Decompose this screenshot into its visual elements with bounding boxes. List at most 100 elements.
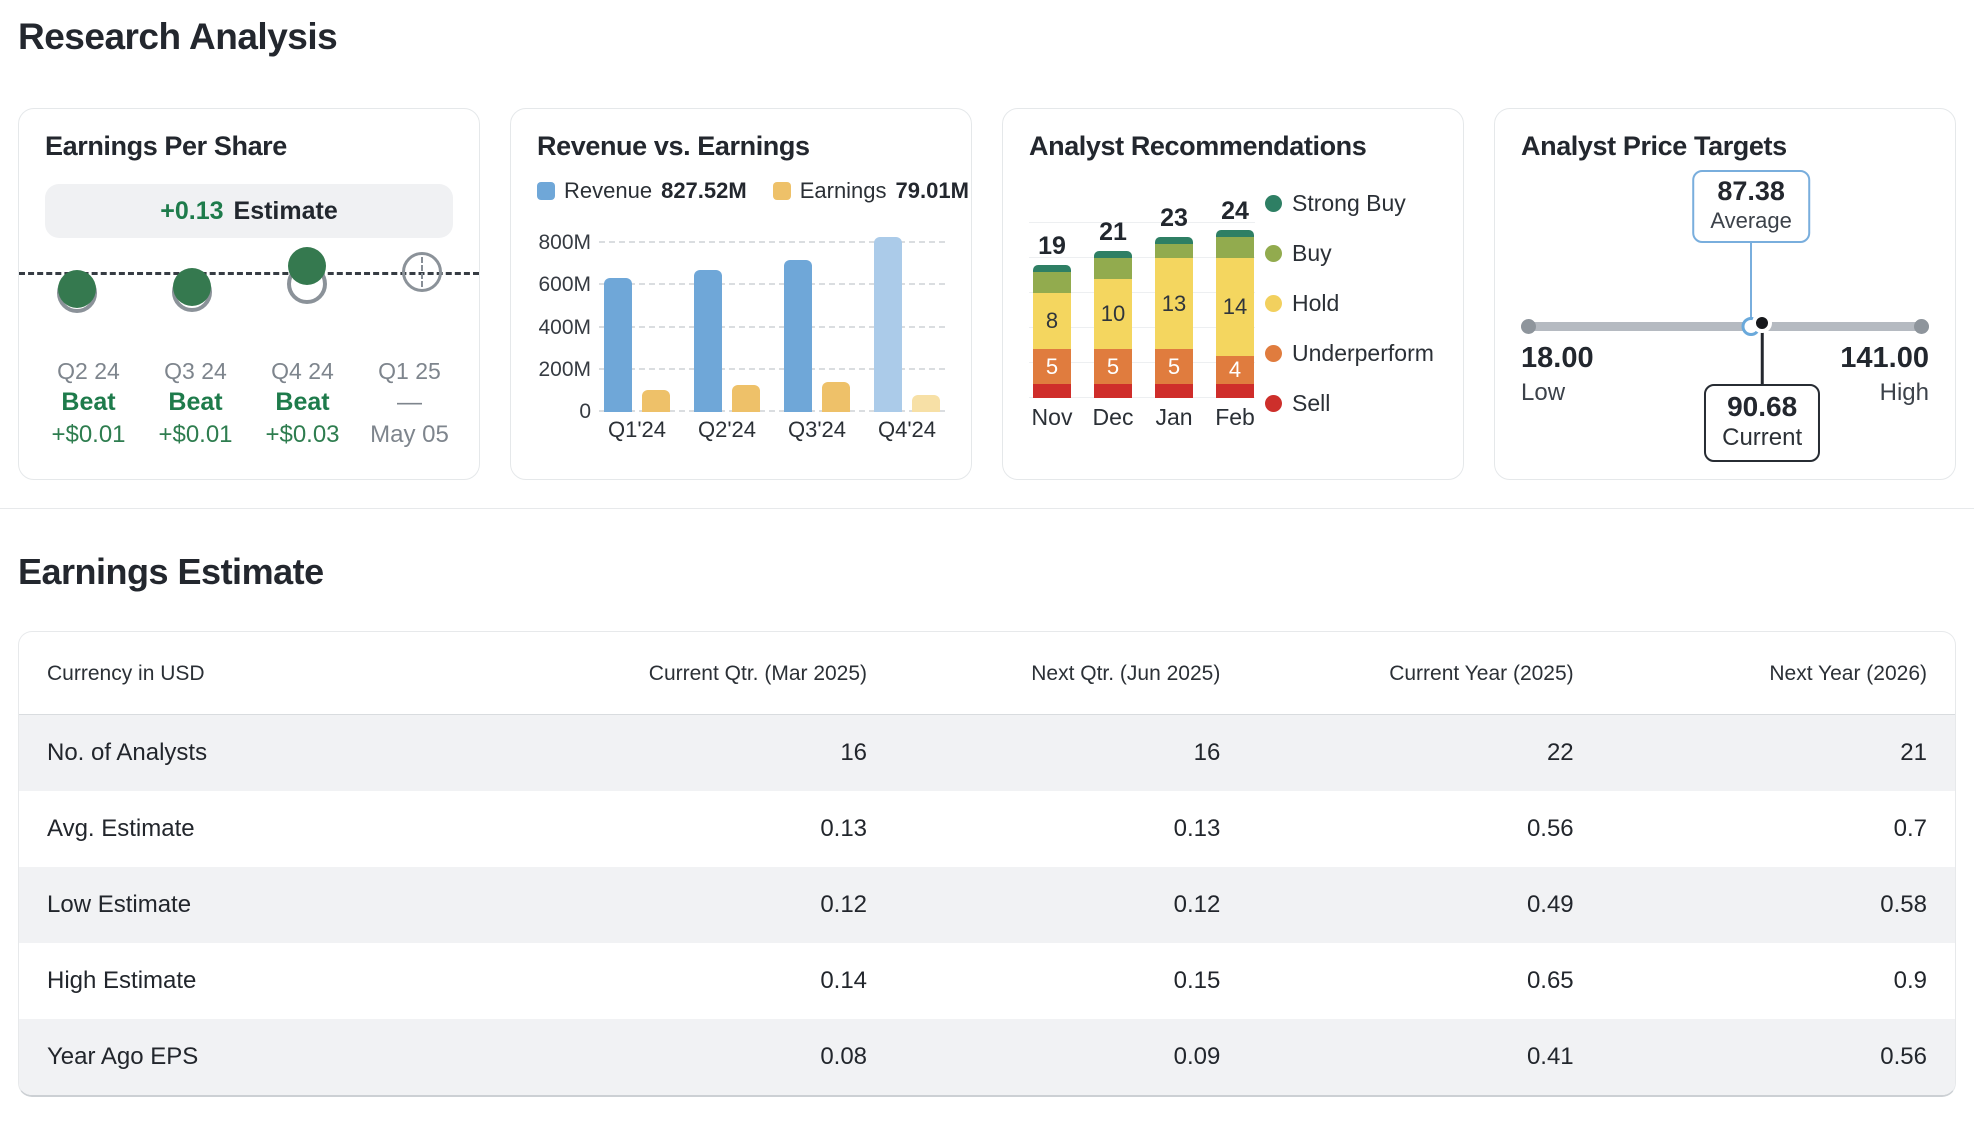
- strong-buy-segment: [1155, 237, 1193, 244]
- x-tick-label: Q1'24: [607, 417, 667, 442]
- eps-quarter-column: Q2 24 Beat +$0.01: [35, 356, 142, 451]
- x-tick-label: Q3'24: [787, 417, 847, 442]
- column-header: Next Qtr. (Jun 2025): [895, 632, 1249, 715]
- eps-result-label: Beat: [168, 388, 223, 416]
- revenue-vs-earnings-card: Revenue vs. Earnings Revenue 827.52M Earni…: [510, 108, 972, 480]
- legend-label: Buy: [1292, 240, 1332, 266]
- y-tick-label: 800M: [538, 231, 591, 255]
- legend-item: Buy: [1265, 240, 1437, 267]
- column-header: Next Year (2026): [1601, 632, 1955, 715]
- table-row: High Estimate 0.14 0.15 0.65 0.9: [19, 943, 1955, 1019]
- revenue-legend-label: Revenue: [564, 178, 653, 203]
- hold-segment: 14: [1216, 258, 1254, 356]
- earnings-bar: [822, 382, 850, 412]
- current-price-dot: [1752, 313, 1773, 333]
- actual-eps-marker: [57, 270, 96, 308]
- earnings-bar: [912, 395, 940, 412]
- underperform-segment: 5: [1033, 349, 1071, 384]
- buy-segment: [1094, 258, 1132, 279]
- buy-legend-dot: [1265, 245, 1282, 262]
- low-target-label: Low: [1521, 379, 1566, 406]
- price-range-track: [1521, 322, 1929, 331]
- eps-quarter-label: Q3 24: [164, 358, 227, 384]
- legend-label: Strong Buy: [1292, 190, 1406, 216]
- legend-item: Hold: [1265, 290, 1437, 317]
- stacked-bar: 5 13: [1155, 237, 1193, 398]
- analyst-recommendations-card: Analyst Recommendations 19 5 8 Nov 21 5 10 Dec 2…: [1002, 108, 1464, 480]
- strong-buy-legend-dot: [1265, 195, 1282, 212]
- cards-row: Earnings Per Share +0.13 Estimate Q2 24 B…: [18, 108, 1956, 480]
- column-header: Currency in USD: [19, 632, 542, 715]
- stacked-bar-column: 24 4 14 Feb: [1215, 178, 1255, 430]
- value-cell: 0.12: [820, 891, 868, 918]
- row-label-cell: No. of Analysts: [47, 739, 208, 766]
- segment-value-label: 13: [1161, 290, 1187, 316]
- stacked-bar: 5 10: [1094, 251, 1132, 398]
- average-connector-line: [1750, 242, 1753, 326]
- segment-value-label: 14: [1222, 294, 1248, 319]
- upcoming-estimate-marker: [401, 252, 442, 292]
- eps-quarter-label: Q4 24: [271, 358, 334, 384]
- gridline: [1029, 222, 1255, 223]
- revenue-legend-swatch: [537, 182, 555, 200]
- segment-value-label: 5: [1167, 353, 1181, 379]
- bar-total-label: 19: [1038, 232, 1066, 260]
- legend-item: Underperform: [1265, 340, 1437, 367]
- gridline: [599, 283, 945, 286]
- value-cell: 0.56: [1526, 815, 1574, 842]
- low-target-value: 18.00: [1521, 342, 1594, 374]
- row-label-cell: Year Ago EPS: [47, 1043, 199, 1070]
- value-cell: 0.15: [1173, 967, 1221, 994]
- value-cell: 0.7: [1893, 815, 1927, 842]
- table-row: Low Estimate 0.12 0.12 0.49 0.58: [19, 867, 1955, 943]
- x-tick-label: Q4'24: [877, 417, 937, 442]
- stacked-bar-column: 21 5 10 Dec: [1093, 178, 1134, 430]
- y-tick-label: 400M: [538, 315, 591, 339]
- actual-eps-marker: [287, 247, 326, 285]
- value-cell: 16: [1193, 739, 1221, 766]
- eps-estimate-badge: +0.13 Estimate: [45, 184, 453, 238]
- underperform-segment: 4: [1216, 356, 1254, 384]
- bar-group: [873, 222, 941, 412]
- eps-delta-label: +$0.03: [265, 421, 340, 448]
- current-price-box: 90.68 Current: [1704, 384, 1821, 462]
- high-target: 141.00 High: [1840, 342, 1929, 407]
- revenue-plot-area: Q1'24 Q2'24 Q3'24 Q4'24: [599, 222, 945, 443]
- row-label-cell: Low Estimate: [47, 891, 192, 918]
- x-tick-label: Nov: [1031, 404, 1073, 430]
- earnings-per-share-card: Earnings Per Share +0.13 Estimate Q2 24 B…: [18, 108, 480, 480]
- revenue-bar: [874, 237, 902, 412]
- eps-estimate-value: +0.13: [160, 196, 224, 225]
- sell-segment: [1155, 384, 1193, 398]
- earnings-legend-swatch: [772, 182, 791, 200]
- value-cell: 22: [1546, 739, 1574, 766]
- legend-label: Hold: [1292, 290, 1340, 316]
- bar-group: [693, 222, 761, 412]
- eps-marker-cell: [249, 244, 364, 356]
- strong-buy-segment: [1033, 265, 1071, 272]
- stacked-bars: 19 5 8 Nov 21 5 10 Dec 23 5 13 Jan 24 4 14 Feb: [1029, 178, 1265, 430]
- bar-groups: [599, 222, 945, 412]
- stacked-bar-column: 23 5 13 Jan: [1155, 178, 1193, 430]
- current-price-value: 90.68: [1727, 391, 1798, 422]
- hold-segment: 8: [1033, 293, 1071, 349]
- gridline: [1029, 362, 1255, 363]
- value-cell: 0.65: [1526, 967, 1574, 994]
- eps-result-label: Beat: [275, 388, 330, 416]
- hold-segment: 13: [1155, 258, 1193, 349]
- earnings-estimate-title: Earnings Estimate: [18, 551, 324, 592]
- average-target-value: 87.38: [1717, 176, 1785, 206]
- value-cell: 0.49: [1526, 891, 1574, 918]
- table-row: No. of Analysts 16 16 22 21: [19, 714, 1955, 791]
- value-cell: 0.13: [820, 815, 868, 842]
- low-target: 18.00 Low: [1521, 342, 1594, 407]
- value-cell: 16: [840, 739, 868, 766]
- eps-delta-label: May 05: [370, 421, 449, 448]
- table-row: Year Ago EPS 0.08 0.09 0.41 0.56: [19, 1019, 1955, 1095]
- hold-segment: 10: [1094, 279, 1132, 349]
- average-target-box: 87.38 Average: [1692, 170, 1810, 243]
- value-cell: 0.08: [820, 1043, 868, 1070]
- bar-total-label: 24: [1221, 197, 1249, 225]
- table-header-row: Currency in USD Current Qtr. (Mar 2025) Ne…: [19, 632, 1955, 715]
- research-analysis-page: Research Analysis Earnings Per Share +0.…: [0, 16, 1974, 1097]
